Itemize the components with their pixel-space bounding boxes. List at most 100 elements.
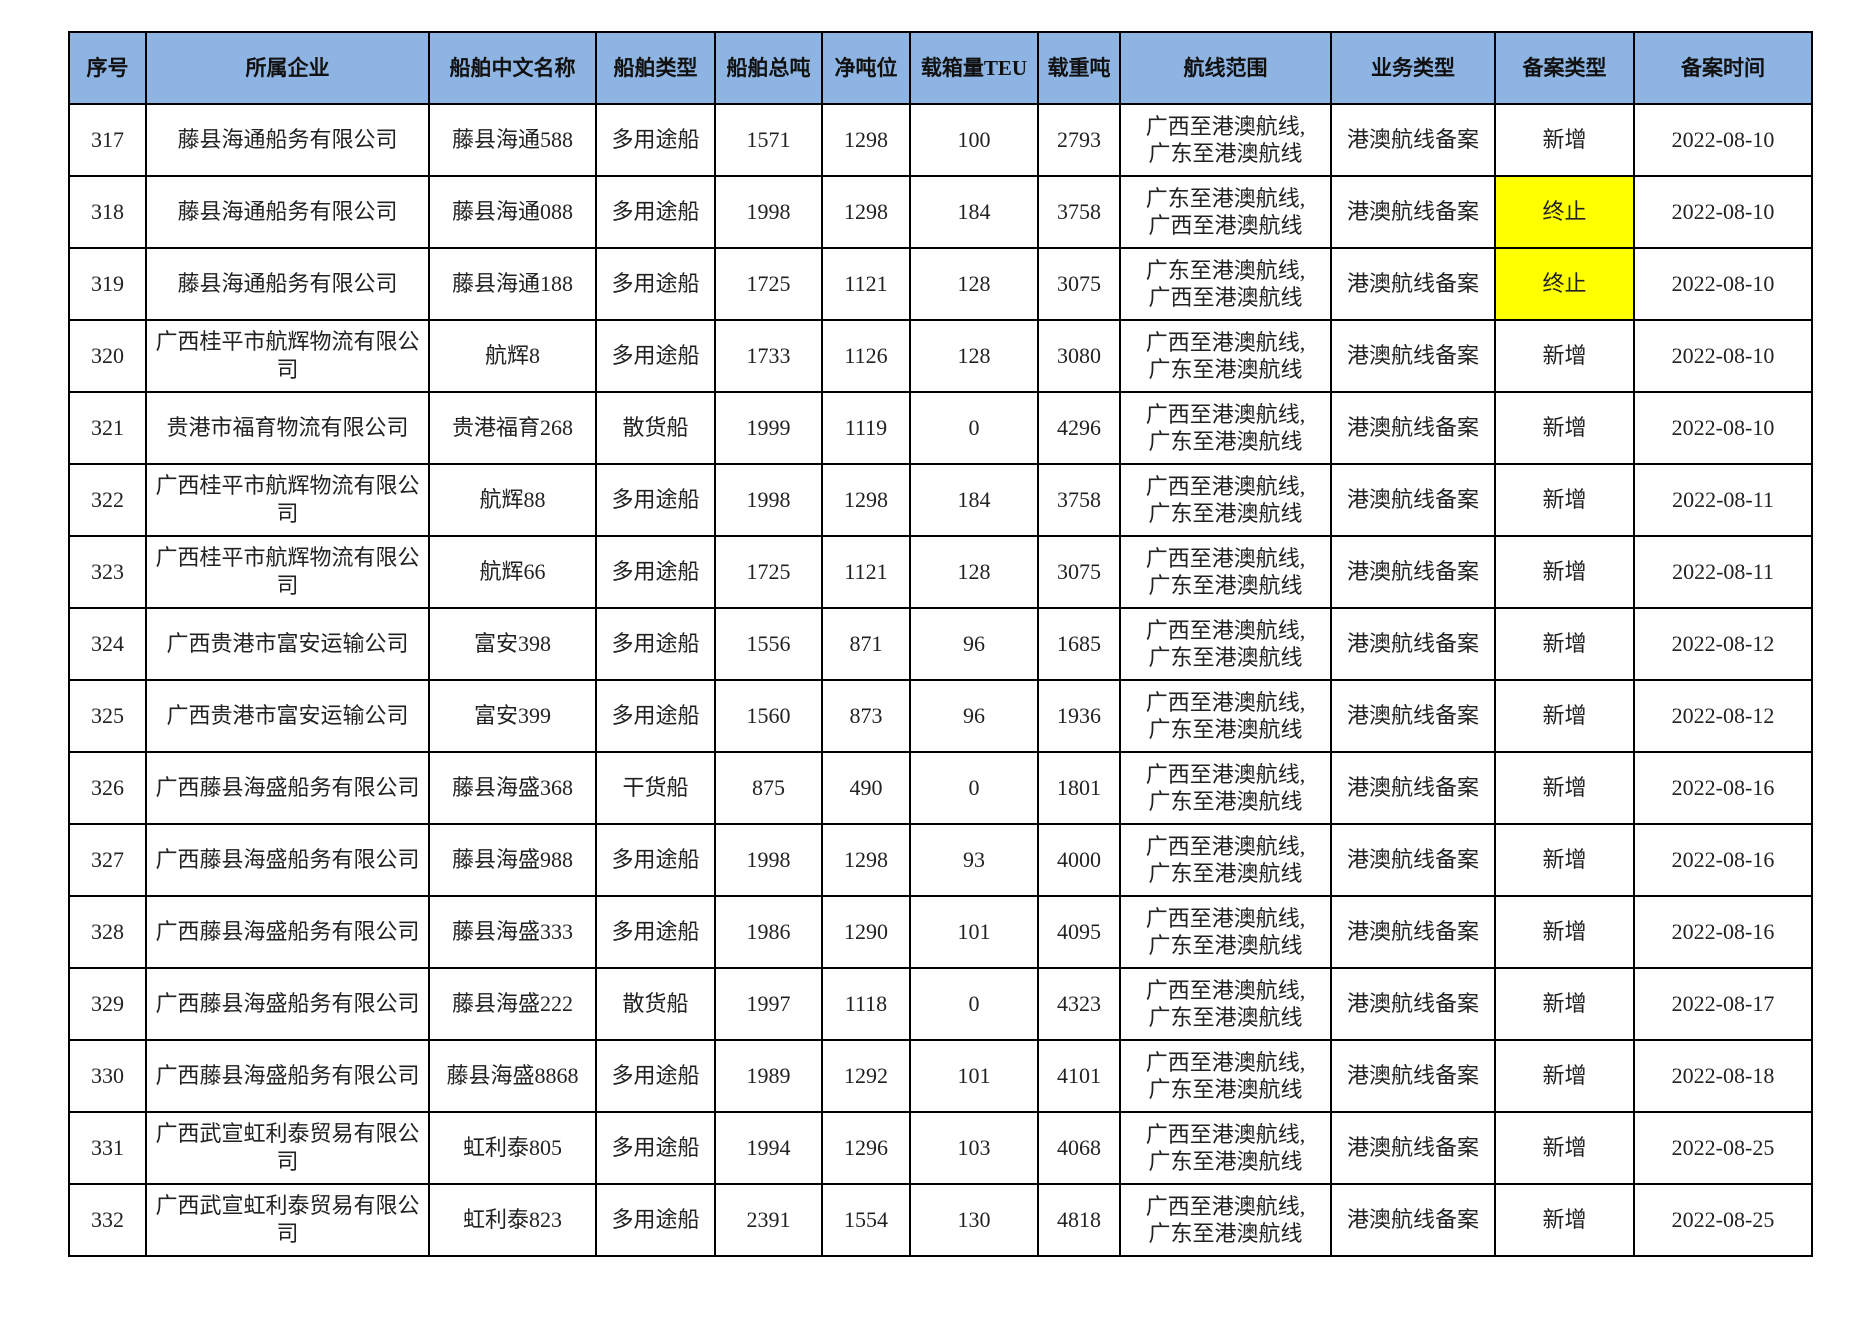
route-line: 广西至港澳航线,: [1145, 1194, 1306, 1219]
cell-ship-type: 多用途船: [595, 175, 716, 249]
cell-no: 329: [68, 967, 147, 1041]
cell-record-date: 2022-08-25: [1633, 1111, 1813, 1185]
cell-company: 广西桂平市航辉物流有限公司: [145, 463, 430, 537]
ship-record-table: 序号 所属企业 船舶中文名称 船舶类型 船舶总吨 净吨位 载箱量TEU 载重吨 航线范围 业务类型…: [68, 31, 1813, 1257]
cell-record-date: 2022-08-17: [1633, 967, 1813, 1041]
cell-no: 323: [68, 535, 147, 609]
cell-company: 广西武宣虹利泰贸易有限公司: [145, 1111, 430, 1185]
cell-teu: 100: [909, 103, 1039, 177]
cell-gross-tonnage: 1986: [714, 895, 823, 969]
cell-record-type: 新增: [1494, 319, 1635, 393]
cell-company: 广西武宣虹利泰贸易有限公司: [145, 1183, 430, 1257]
cell-business-type: 港澳航线备案: [1330, 247, 1496, 321]
route-line: 广东至港澳航线: [1148, 573, 1303, 598]
cell-record-type: 新增: [1494, 535, 1635, 609]
cell-record-date: 2022-08-11: [1633, 463, 1813, 537]
cell-ship-name: 藤县海盛222: [428, 967, 597, 1041]
cell-ship-type: 多用途船: [595, 1111, 716, 1185]
table-row: 319 藤县海通船务有限公司 藤县海通188 多用途船 1725 1121 128 3075 广…: [68, 247, 1813, 321]
cell-route: 广西至港澳航线, 广东至港澳航线: [1119, 319, 1332, 393]
cell-company: 藤县海通船务有限公司: [145, 175, 430, 249]
cell-gross-tonnage: 1997: [714, 967, 823, 1041]
cell-net-tonnage: 1296: [821, 1111, 911, 1185]
route-line: 广西至港澳航线,: [1145, 330, 1306, 355]
table-row: 322 广西桂平市航辉物流有限公司 航辉88 多用途船 1998 1298 184 3758 广…: [68, 463, 1813, 537]
cell-route: 广西至港澳航线, 广东至港澳航线: [1119, 895, 1332, 969]
cell-gross-tonnage: 1998: [714, 463, 823, 537]
cell-record-date: 2022-08-16: [1633, 895, 1813, 969]
cell-company: 藤县海通船务有限公司: [145, 103, 430, 177]
table-row: 318 藤县海通船务有限公司 藤县海通088 多用途船 1998 1298 184 3758 广…: [68, 175, 1813, 249]
cell-dwt: 3075: [1037, 247, 1121, 321]
route-line: 广西至港澳航线,: [1145, 1122, 1306, 1147]
table-row: 317 藤县海通船务有限公司 藤县海通588 多用途船 1571 1298 100 2793 广…: [68, 103, 1813, 177]
cell-no: 331: [68, 1111, 147, 1185]
cell-company: 广西藤县海盛船务有限公司: [145, 967, 430, 1041]
cell-route: 广西至港澳航线, 广东至港澳航线: [1119, 967, 1332, 1041]
cell-business-type: 港澳航线备案: [1330, 823, 1496, 897]
cell-dwt: 3758: [1037, 175, 1121, 249]
cell-no: 327: [68, 823, 147, 897]
cell-gross-tonnage: 1994: [714, 1111, 823, 1185]
cell-route: 广东至港澳航线, 广西至港澳航线: [1119, 247, 1332, 321]
cell-business-type: 港澳航线备案: [1330, 607, 1496, 681]
cell-company: 广西桂平市航辉物流有限公司: [145, 319, 430, 393]
cell-business-type: 港澳航线备案: [1330, 1183, 1496, 1257]
cell-route: 广西至港澳航线, 广东至港澳航线: [1119, 535, 1332, 609]
cell-gross-tonnage: 1999: [714, 391, 823, 465]
cell-gross-tonnage: 1556: [714, 607, 823, 681]
cell-company: 藤县海通船务有限公司: [145, 247, 430, 321]
cell-net-tonnage: 1298: [821, 175, 911, 249]
cell-record-date: 2022-08-10: [1633, 103, 1813, 177]
route-line: 广东至港澳航线: [1148, 789, 1303, 814]
cell-ship-type: 多用途船: [595, 823, 716, 897]
cell-record-type: 新增: [1494, 967, 1635, 1041]
cell-business-type: 港澳航线备案: [1330, 319, 1496, 393]
route-line: 广东至港澳航线: [1148, 1149, 1303, 1174]
cell-ship-name: 富安398: [428, 607, 597, 681]
cell-dwt: 4296: [1037, 391, 1121, 465]
cell-net-tonnage: 1118: [821, 967, 911, 1041]
cell-record-date: 2022-08-16: [1633, 823, 1813, 897]
cell-record-type: 新增: [1494, 895, 1635, 969]
cell-route: 广西至港澳航线, 广东至港澳航线: [1119, 103, 1332, 177]
cell-teu: 0: [909, 967, 1039, 1041]
cell-company: 广西藤县海盛船务有限公司: [145, 751, 430, 825]
cell-company: 广西藤县海盛船务有限公司: [145, 823, 430, 897]
cell-ship-type: 多用途船: [595, 463, 716, 537]
header-col-net-tonnage: 净吨位: [821, 31, 911, 105]
route-line: 广西至港澳航线,: [1145, 1050, 1306, 1075]
cell-gross-tonnage: 1733: [714, 319, 823, 393]
cell-record-date: 2022-08-11: [1633, 535, 1813, 609]
cell-business-type: 港澳航线备案: [1330, 679, 1496, 753]
cell-no: 319: [68, 247, 147, 321]
cell-dwt: 4323: [1037, 967, 1121, 1041]
route-line: 广西至港澳航线,: [1145, 834, 1306, 859]
route-line: 广西至港澳航线,: [1145, 114, 1306, 139]
cell-gross-tonnage: 875: [714, 751, 823, 825]
cell-record-date: 2022-08-10: [1633, 175, 1813, 249]
route-line: 广东至港澳航线: [1148, 933, 1303, 958]
cell-no: 320: [68, 319, 147, 393]
cell-business-type: 港澳航线备案: [1330, 1039, 1496, 1113]
route-line: 广西至港澳航线,: [1145, 618, 1306, 643]
cell-ship-type: 多用途船: [595, 679, 716, 753]
cell-ship-type: 多用途船: [595, 607, 716, 681]
cell-route: 广西至港澳航线, 广东至港澳航线: [1119, 679, 1332, 753]
cell-route: 广东至港澳航线, 广西至港澳航线: [1119, 175, 1332, 249]
cell-ship-name: 藤县海盛333: [428, 895, 597, 969]
cell-gross-tonnage: 1560: [714, 679, 823, 753]
cell-teu: 96: [909, 607, 1039, 681]
cell-route: 广西至港澳航线, 广东至港澳航线: [1119, 823, 1332, 897]
route-line: 广东至港澳航线: [1148, 1077, 1303, 1102]
cell-net-tonnage: 1126: [821, 319, 911, 393]
cell-record-type: 新增: [1494, 823, 1635, 897]
cell-ship-name: 虹利泰805: [428, 1111, 597, 1185]
cell-ship-name: 贵港福育268: [428, 391, 597, 465]
cell-record-date: 2022-08-10: [1633, 391, 1813, 465]
cell-ship-type: 多用途船: [595, 247, 716, 321]
cell-record-type: 新增: [1494, 1183, 1635, 1257]
header-col-ship-name: 船舶中文名称: [428, 31, 597, 105]
cell-ship-name: 藤县海盛368: [428, 751, 597, 825]
cell-net-tonnage: 1119: [821, 391, 911, 465]
